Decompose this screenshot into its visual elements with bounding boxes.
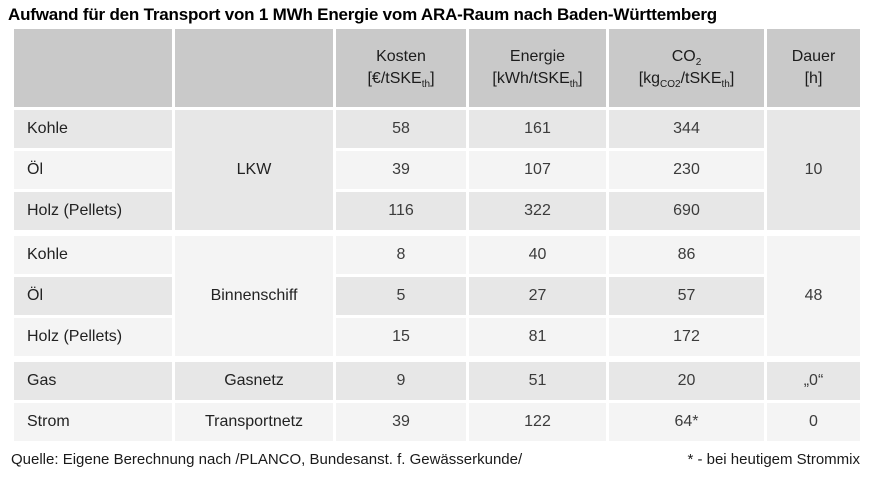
header-kosten-title: Kosten	[376, 48, 426, 65]
fuel-cell: Holz (Pellets)	[14, 318, 172, 356]
energie-cell: 161	[469, 110, 606, 148]
carrier-cell: Transportnetz	[175, 403, 333, 441]
co2-cell: 20	[609, 359, 764, 400]
co2-cell: 57	[609, 277, 764, 315]
header-co2-title: CO2	[671, 48, 702, 69]
carrier-cell-lkw: LKW	[175, 110, 333, 230]
header-row: Kosten [€/tSKEth] Energie [kWh/tSKEth] C…	[14, 29, 860, 107]
energie-cell: 322	[469, 192, 606, 230]
kosten-cell: 9	[336, 359, 466, 400]
header-cell-co2: CO2 [kgCO2/tSKEth]	[609, 29, 764, 107]
transport-table: Kosten [€/tSKEth] Energie [kWh/tSKEth] C…	[11, 26, 863, 444]
co2-cell: 172	[609, 318, 764, 356]
kosten-cell: 116	[336, 192, 466, 230]
table-row: Kohle Binnenschiff 8 40 86 48	[14, 233, 860, 356]
header-cell-fuel	[14, 29, 172, 107]
carrier-cell-binnenschiff: Binnenschiff	[175, 233, 333, 356]
footer-note: * - bei heutigem Strommix	[687, 451, 860, 468]
dauer-cell-lkw: 10	[767, 110, 860, 230]
table-row: Holz (Pellets) 15 81 172	[14, 318, 860, 356]
page: Aufwand für den Transport von 1 MWh Ener…	[0, 5, 877, 490]
co2-cell: 690	[609, 192, 764, 230]
fuel-cell: Kohle	[14, 233, 172, 274]
page-title: Aufwand für den Transport von 1 MWh Ener…	[8, 5, 717, 24]
energie-cell: 40	[469, 233, 606, 274]
kosten-cell: 58	[336, 110, 466, 148]
table-header: Kosten [€/tSKEth] Energie [kWh/tSKEth] C…	[14, 29, 860, 107]
kosten-cell: 8	[336, 233, 466, 274]
dauer-cell: 0	[767, 403, 860, 441]
kosten-cell: 15	[336, 318, 466, 356]
co2-cell: 230	[609, 151, 764, 189]
header-energie-unit: [kWh/tSKEth]	[492, 70, 583, 91]
co2-cell: 86	[609, 233, 764, 274]
header-cell-carrier	[175, 29, 333, 107]
kosten-cell: 39	[336, 151, 466, 189]
header-kosten-unit: [€/tSKEth]	[367, 70, 435, 91]
energie-cell: 122	[469, 403, 606, 441]
table-row: Öl 39 107 230	[14, 151, 860, 189]
header-dauer-unit: [h]	[804, 70, 823, 87]
fuel-cell: Holz (Pellets)	[14, 192, 172, 230]
carrier-cell: Gasnetz	[175, 359, 333, 400]
fuel-cell: Gas	[14, 359, 172, 400]
kosten-cell: 5	[336, 277, 466, 315]
table-row: Gas Gasnetz 9 51 20 „0“	[14, 359, 860, 400]
header-co2-unit: [kgCO2/tSKEth]	[638, 70, 735, 91]
energie-cell: 27	[469, 277, 606, 315]
footer-source: Quelle: Eigene Berechnung nach /PLANCO, …	[11, 451, 523, 468]
energie-cell: 107	[469, 151, 606, 189]
energie-cell: 51	[469, 359, 606, 400]
header-dauer-title: Dauer	[791, 48, 836, 65]
kosten-cell: 39	[336, 403, 466, 441]
table-row: Strom Transportnetz 39 122 64* 0	[14, 403, 860, 441]
table-footer: Quelle: Eigene Berechnung nach /PLANCO, …	[11, 451, 860, 468]
fuel-cell: Strom	[14, 403, 172, 441]
table-body: Kohle LKW 58 161 344 10 Öl 39 107 230 Ho…	[14, 110, 860, 441]
co2-cell: 64*	[609, 403, 764, 441]
table-row: Öl 5 27 57	[14, 277, 860, 315]
header-cell-kosten: Kosten [€/tSKEth]	[336, 29, 466, 107]
header-cell-energie: Energie [kWh/tSKEth]	[469, 29, 606, 107]
table-row: Kohle LKW 58 161 344 10	[14, 110, 860, 230]
fuel-cell: Öl	[14, 151, 172, 189]
dauer-cell: „0“	[767, 359, 860, 400]
energie-cell: 81	[469, 318, 606, 356]
co2-cell: 344	[609, 110, 764, 148]
fuel-cell: Kohle	[14, 110, 172, 148]
dauer-cell-binnenschiff: 48	[767, 233, 860, 356]
fuel-cell: Öl	[14, 277, 172, 315]
header-cell-dauer: Dauer [h]	[767, 29, 860, 107]
header-energie-title: Energie	[509, 48, 566, 65]
table-row: Holz (Pellets) 116 322 690	[14, 192, 860, 230]
